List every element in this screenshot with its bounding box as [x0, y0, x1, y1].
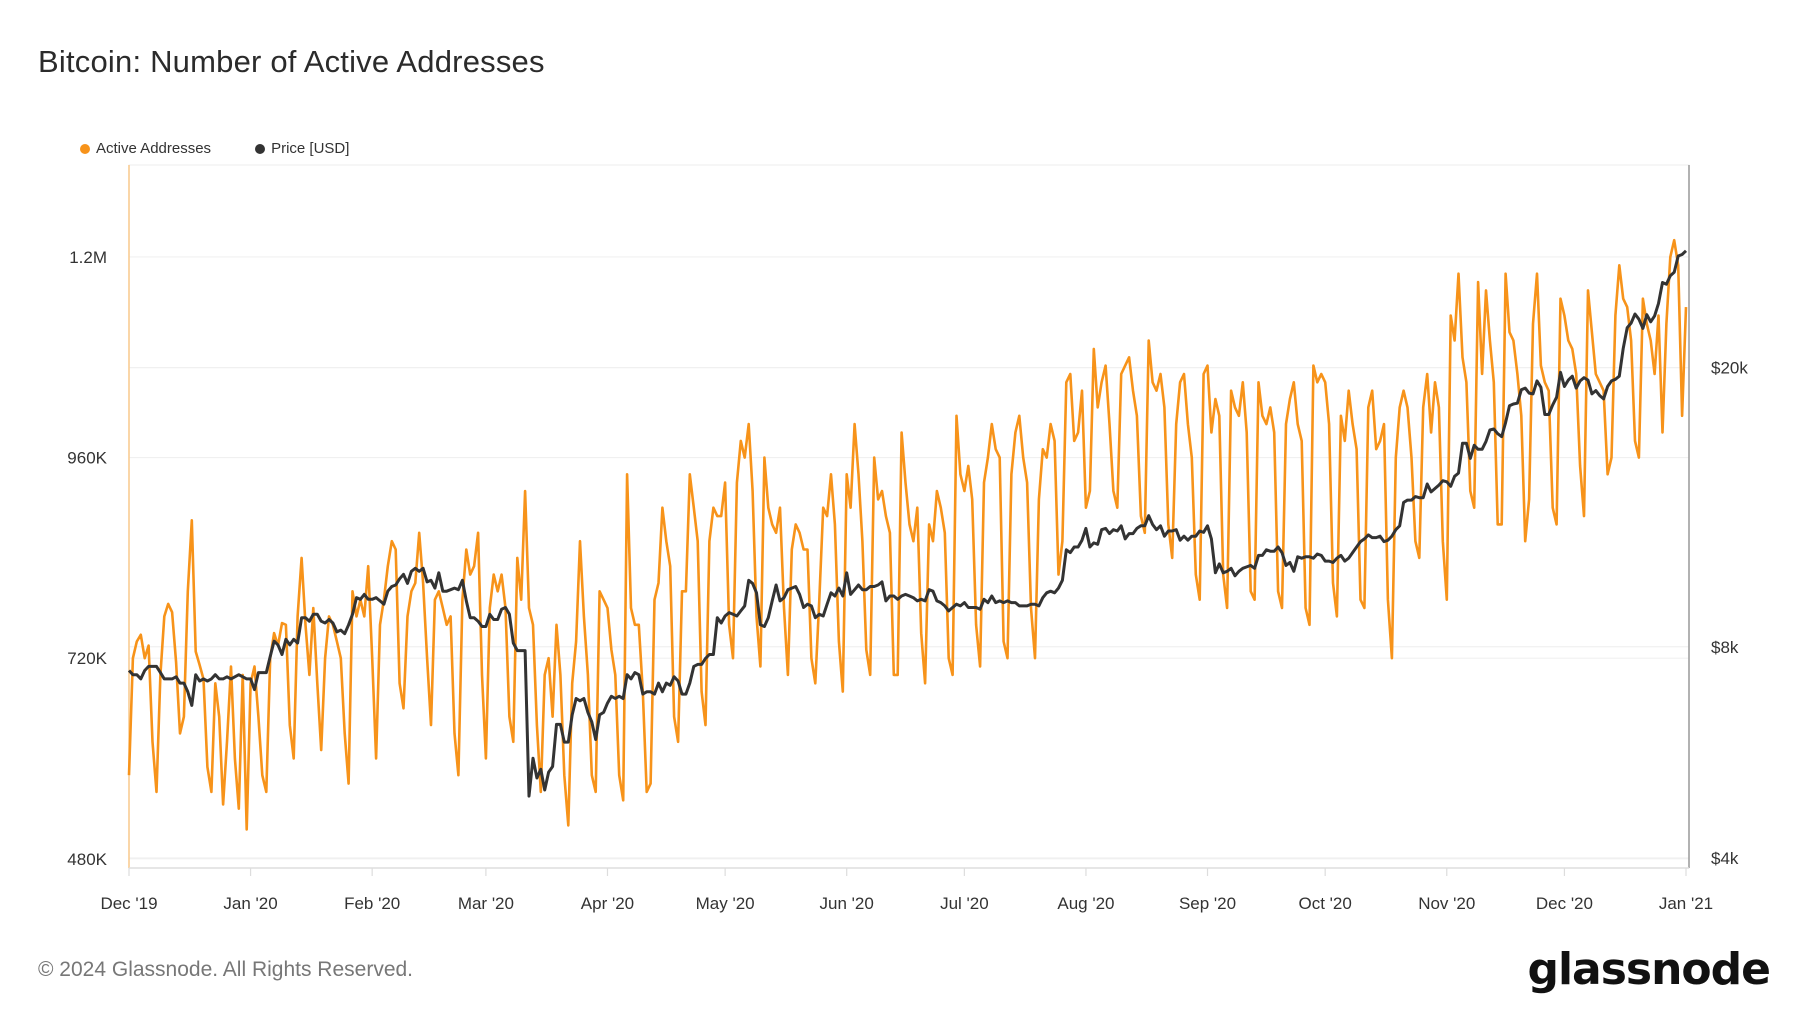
x-axis: Dec '19 Jan '20 Feb '20 Mar '20 Apr '20 May '… — [100, 868, 1713, 913]
legend-item-active-addresses[interactable]: Active Addresses — [80, 140, 211, 157]
x-tick-label: May '20 — [696, 894, 755, 913]
y-axis-left: 480K 720K 960K 1.2M — [67, 248, 107, 869]
legend-dot-icon — [255, 143, 266, 154]
x-tick-label: Nov '20 — [1418, 894, 1475, 913]
legend-label: Active Addresses — [96, 140, 212, 157]
series-group — [127, 238, 1688, 831]
x-tick-label: Apr '20 — [581, 894, 634, 913]
copyright-footer: © 2024 Glassnode. All Rights Reserved. — [38, 958, 414, 981]
y-left-tick-label: 720K — [67, 649, 107, 668]
y-right-tick-label: $20k — [1711, 359, 1748, 378]
chart-title: Bitcoin: Number of Active Addresses — [38, 44, 545, 79]
legend-item-price[interactable]: Price [USD] — [255, 140, 349, 157]
x-tick-label: Jul '20 — [940, 894, 989, 913]
x-tick-label: Aug '20 — [1057, 894, 1114, 913]
x-tick-label: Dec '19 — [100, 894, 157, 913]
x-tick-label: Jan '21 — [1659, 894, 1713, 913]
x-tick-label: Oct '20 — [1299, 894, 1352, 913]
y-left-tick-label: 480K — [67, 850, 107, 869]
legend: Active Addresses Price [USD] — [80, 140, 349, 157]
x-tick-label: Sep '20 — [1179, 894, 1236, 913]
x-tick-label: Dec '20 — [1536, 894, 1593, 913]
legend-dot-icon — [80, 143, 90, 154]
legend-label: Price [USD] — [271, 140, 350, 157]
x-tick-label: Mar '20 — [458, 894, 514, 913]
x-tick-label: Feb '20 — [344, 894, 400, 913]
series-line-price — [127, 249, 1688, 798]
y-right-tick-label: $4k — [1711, 849, 1739, 868]
y-left-tick-label: 960K — [67, 449, 107, 468]
x-tick-label: Jan '20 — [223, 894, 277, 913]
glassnode-logo: glassnode — [1527, 944, 1771, 995]
y-axis-right: $4k $8k $20k — [1711, 359, 1748, 868]
series-line-active-addresses — [127, 238, 1688, 831]
gridlines — [129, 256, 1689, 860]
y-right-tick-label: $8k — [1711, 638, 1739, 657]
x-tick-label: Jun '20 — [820, 894, 874, 913]
y-left-tick-label: 1.2M — [69, 248, 107, 267]
